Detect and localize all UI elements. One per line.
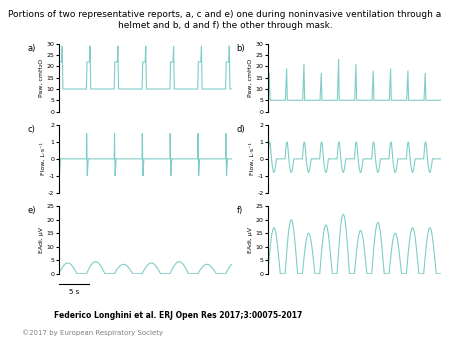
Text: d): d) [237,125,245,134]
Y-axis label: EAdi, μV: EAdi, μV [248,227,253,253]
Text: Portions of two representative reports, a, c and e) one during noninvasive venti: Portions of two representative reports, … [9,10,441,29]
Text: ©2017 by European Respiratory Society: ©2017 by European Respiratory Society [22,330,164,336]
Text: 5 s: 5 s [69,289,79,295]
Y-axis label: Flow, L·s⁻¹: Flow, L·s⁻¹ [40,142,45,175]
Y-axis label: EAdi, μV: EAdi, μV [39,227,44,253]
Text: c): c) [27,125,35,134]
Y-axis label: Paw, cmH₂O: Paw, cmH₂O [248,58,253,97]
Y-axis label: Paw, cmH₂O: Paw, cmH₂O [39,58,44,97]
Text: a): a) [27,44,36,53]
Y-axis label: Flow, L·s⁻¹: Flow, L·s⁻¹ [249,142,255,175]
Text: e): e) [27,206,36,215]
Text: f): f) [237,206,243,215]
Text: Federico Longhini et al. ERJ Open Res 2017;3:00075-2017: Federico Longhini et al. ERJ Open Res 20… [54,311,302,320]
Text: b): b) [237,44,245,53]
